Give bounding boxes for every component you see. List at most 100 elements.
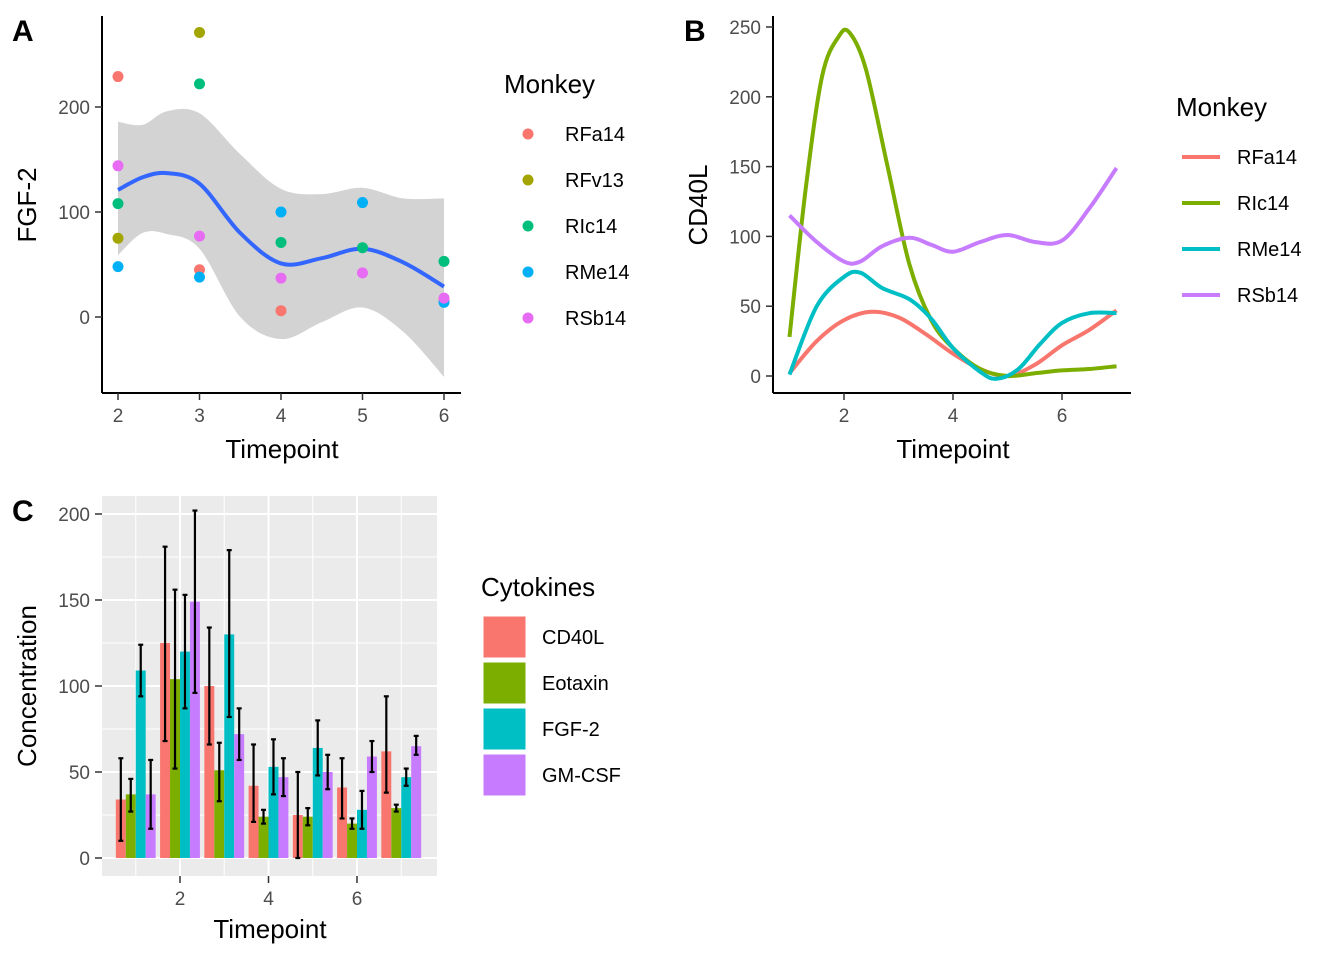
panel-c-bar-gm-csf — [411, 746, 422, 858]
panel-b-y-axis-title: CD40L — [683, 165, 713, 246]
panel-b-x-axis-title: Timepoint — [896, 434, 1010, 464]
panel-b-x-tick-label: 2 — [839, 406, 850, 427]
panel-a-point-rme14 — [112, 261, 124, 273]
panel-c-legend-label-cd40l: CD40L — [542, 627, 604, 649]
panel-b-line-rfa14 — [787, 308, 1118, 379]
panel-c-bar-cd40l — [381, 751, 392, 858]
panel-c-bar-fgf-2 — [268, 766, 279, 858]
panel-b-legend-label-rme14: RMe14 — [1237, 239, 1301, 261]
panel-c-y-tick-label: 50 — [69, 763, 90, 784]
panel-a-point-ric14 — [275, 236, 287, 248]
panel-c-label: C — [12, 495, 34, 528]
panel-c-bar-gm-csf — [278, 777, 289, 858]
panel-a-x-tick-label: 4 — [276, 406, 287, 427]
panel-a-legend-label-ric14: RIc14 — [565, 216, 617, 238]
panel-a-point-rsb14 — [112, 160, 124, 172]
panel-c-bar-fgf-2 — [312, 747, 323, 858]
panel-c-bar-gm-csf — [189, 601, 200, 858]
panel-a-point-rfv13 — [112, 232, 124, 244]
panel-c-legend-label-gm-csf: GM-CSF — [542, 765, 621, 787]
panel-c-bar-fgf-2 — [357, 809, 367, 858]
panel-c-legend-label-fgf-2: FGF-2 — [542, 719, 600, 741]
panel-b: B 2 4 6 0 50 100 150 200 250 Timepoint CD40L Mon… — [683, 15, 1301, 464]
panel-a-legend-title: Monkey — [504, 69, 595, 99]
panel-a-point-rfa14 — [112, 71, 124, 83]
panel-b-line-rsb14 — [788, 166, 1119, 266]
panel-a-point-ric14 — [357, 242, 368, 254]
panel-c-bar-gm-csf — [366, 756, 377, 858]
panel-c-bar-cd40l — [204, 686, 215, 858]
panel-c-y-axis-title: Concentration — [12, 605, 42, 767]
panel-c-legend-key-fgf-2 — [482, 707, 527, 751]
panel-b-line-ric14 — [787, 27, 1117, 379]
panel-c-x-tick-label: 2 — [175, 889, 186, 910]
panel-c-legend-key-gm-csf — [482, 753, 527, 797]
panel-a-point-ric14 — [194, 78, 205, 90]
panel-c-x-axis-title: Timepoint — [213, 914, 327, 944]
panel-a-legend-label-rfa14: RFa14 — [565, 124, 625, 146]
panel-a-x-tick-label: 3 — [194, 406, 205, 427]
panel-a-y-tick-label: 100 — [58, 203, 90, 224]
panel-a-point-rme14 — [194, 271, 205, 283]
panel-a-point-rfa14 — [275, 305, 287, 317]
panel-c: C 2 4 6 0 50 100 150 200 Timepoint Concentratio… — [12, 495, 621, 944]
panel-a-point-rfv13 — [194, 26, 205, 38]
panel-b-y-tick-label: 100 — [729, 227, 761, 248]
panel-a-legend-key-rsb14 — [522, 312, 534, 324]
panel-b-legend-label-rfa14: RFa14 — [1237, 147, 1297, 169]
panel-a-smooth-line — [117, 170, 446, 289]
panel-c-bar-gm-csf — [322, 772, 333, 858]
panel-b-y-tick-label: 200 — [729, 88, 761, 109]
panel-a-point-rsb14 — [357, 267, 368, 279]
panel-b-x-tick-label: 6 — [1057, 406, 1068, 427]
panel-b-y-tick-label: 250 — [729, 18, 761, 39]
panel-b-legend-label-ric14: RIc14 — [1237, 193, 1289, 215]
panel-c-x-tick-label: 4 — [263, 889, 274, 910]
panel-c-y-tick-label: 0 — [79, 849, 90, 870]
panel-b-line-rme14 — [787, 269, 1117, 381]
panel-a-y-tick-label: 0 — [79, 308, 90, 329]
panel-a-legend-label-rme14: RMe14 — [565, 262, 629, 284]
panel-b-legend-label-rsb14: RSb14 — [1237, 285, 1298, 307]
panel-c-legend-title: Cytokines — [481, 572, 595, 602]
panel-a-y-tick-label: 200 — [58, 98, 90, 119]
panel-a-x-tick-label: 2 — [113, 406, 124, 427]
panel-b-y-tick-label: 150 — [729, 158, 761, 179]
panel-a-legend-label-rfv13: RFv13 — [565, 170, 624, 192]
panel-a-legend-key-rfv13 — [522, 174, 534, 186]
panel-b-x-tick-label: 4 — [948, 406, 959, 427]
panel-c-bar-eotaxin — [214, 770, 225, 858]
panel-c-bar-eotaxin — [302, 816, 313, 858]
panel-a-point-rsb14 — [438, 292, 450, 304]
panel-b-label: B — [684, 15, 706, 48]
panel-c-y-tick-label: 100 — [58, 677, 90, 698]
panel-c-bar-eotaxin — [258, 816, 269, 858]
panel-b-y-tick-label: 50 — [740, 297, 761, 318]
panel-a-point-rme14 — [357, 197, 368, 209]
panel-c-bar-fgf-2 — [224, 634, 235, 858]
panel-a-legend-label-rsb14: RSb14 — [565, 308, 626, 330]
panel-a-point-rsb14 — [275, 272, 287, 284]
panel-b-legend-title: Monkey — [1176, 92, 1267, 122]
panel-a-legend-key-ric14 — [522, 220, 534, 232]
panel-a-legend-key-rme14 — [522, 266, 534, 278]
panel-c-bar-fgf-2 — [180, 651, 190, 858]
panel-c-y-tick-label: 150 — [58, 591, 90, 612]
panel-a-x-tick-label: 5 — [357, 406, 368, 427]
panel-a-point-ric14 — [438, 255, 450, 267]
panel-c-bar-fgf-2 — [135, 670, 146, 858]
panel-c-bar-eotaxin — [391, 808, 402, 858]
panel-c-y-tick-label: 200 — [58, 505, 90, 526]
panel-a-y-axis-title: FGF-2 — [12, 167, 42, 242]
panel-c-legend-label-eotaxin: Eotaxin — [542, 673, 609, 695]
panel-a-label: A — [12, 15, 34, 48]
panel-b-y-tick-label: 0 — [750, 367, 761, 388]
panel-c-bar-fgf-2 — [401, 777, 412, 858]
panel-c-legend-key-cd40l — [482, 615, 527, 659]
panel-c-bar-cd40l — [337, 787, 348, 858]
panel-c-bar-cd40l — [160, 643, 171, 858]
panel-a-x-tick-label: 6 — [439, 406, 450, 427]
panel-a: A 2 3 4 5 6 0 100 200 Timepoint FGF-2 Monkey RF… — [12, 15, 629, 464]
panel-a-point-rme14 — [275, 206, 287, 218]
